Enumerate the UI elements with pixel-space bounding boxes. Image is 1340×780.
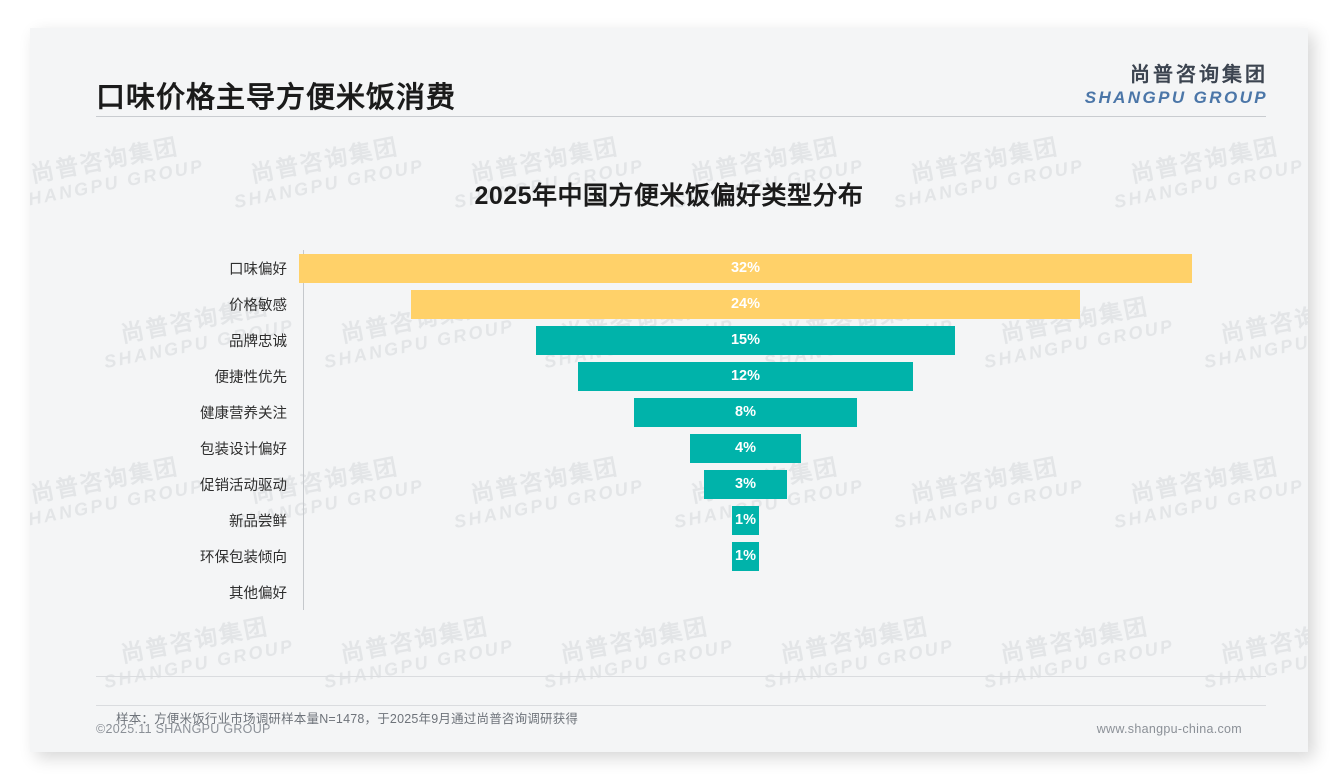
bar-track: 15% [295,322,1196,358]
funnel-bar[interactable]: 15% [536,325,955,355]
category-label: 便捷性优先 [214,369,288,386]
slide-header: 口味价格主导方便米饭消费 尚普咨询集团 SHANGPU GROUP [30,28,1308,120]
category-label: 促销活动驱动 [200,477,287,494]
bar-value-label: 32% [730,260,761,276]
bar-track: 3% [295,466,1196,502]
bar-track: 32% [295,250,1196,286]
bar-track: 12% [295,358,1196,394]
funnel-bar[interactable]: 1% [731,541,760,571]
bar-value-label: 15% [730,332,761,348]
category-label: 包装设计偏好 [200,441,287,458]
bar-track [295,574,1196,610]
bar-track: 4% [295,430,1196,466]
funnel-bar[interactable]: 4% [689,433,802,463]
bar-value-label: 1% [735,548,756,564]
brand-name-en: SHANGPU GROUP [1084,88,1268,107]
funnel-row: 环保包装倾向 1% [196,538,1196,574]
footer-divider [96,705,1266,706]
bar-value-label: 3% [735,476,756,492]
funnel-chart-plot: 口味偏好 32% 价格敏感 24% 品牌忠诚 15% 便捷性优先 12% 健康营养关注 8% 包装设… [196,250,1196,610]
copyright-text: ©2025.11 SHANGPU GROUP [96,722,271,736]
funnel-bar[interactable]: 8% [633,397,858,427]
category-label: 口味偏好 [229,261,287,278]
funnel-bar[interactable]: 1% [731,505,760,535]
brand-name-cn: 尚普咨询集团 [1130,64,1268,86]
funnel-bar[interactable]: 24% [410,289,1081,319]
funnel-row: 品牌忠诚 15% [196,322,1196,358]
funnel-row: 口味偏好 32% [196,250,1196,286]
funnel-row: 便捷性优先 12% [196,358,1196,394]
bar-value-label: 8% [735,404,756,420]
header-divider [96,116,1266,117]
chart-container: 2025年中国方便米饭偏好类型分布 口味偏好 32% 价格敏感 24% 品牌忠诚 15% 便… [30,120,1308,660]
chart-source-note: 样本：方便米饭行业市场调研样本量N=1478，于2025年9月通过尚普咨询调研获… [116,712,579,726]
category-label: 环保包装倾向 [200,549,287,566]
category-label: 新品尝鲜 [229,513,287,530]
category-label: 健康营养关注 [200,405,287,422]
footnote-divider [96,676,1266,677]
bar-value-label: 12% [730,368,761,384]
bar-track: 1% [295,502,1196,538]
chart-title: 2025年中国方便米饭偏好类型分布 [474,182,864,210]
website-link[interactable]: www.shangpu-china.com [1096,722,1242,736]
page-title: 口味价格主导方便米饭消费 [96,82,457,114]
funnel-row: 新品尝鲜 1% [196,502,1196,538]
slide-footer: ©2025.11 SHANGPU GROUP www.shangpu-china… [30,706,1308,752]
funnel-row: 促销活动驱动 3% [196,466,1196,502]
bar-value-label: 4% [735,440,756,456]
category-label: 品牌忠诚 [229,333,287,350]
chart-axis-line [303,250,304,610]
funnel-row: 健康营养关注 8% [196,394,1196,430]
category-label: 价格敏感 [229,297,287,314]
category-label: 其他偏好 [229,585,287,602]
slide-canvas: 尚普咨询集团 SHANGPU GROUP 尚普咨询集团 SHANGPU GROUP 尚普… [30,28,1308,752]
funnel-bar[interactable]: 32% [299,253,1192,283]
funnel-row: 其他偏好 [196,574,1196,610]
funnel-bar[interactable]: 12% [578,361,913,391]
brand-logo: 尚普咨询集团 SHANGPU GROUP [1085,64,1268,108]
bar-track: 8% [295,394,1196,430]
bar-track: 24% [295,286,1196,322]
bar-value-label: 24% [730,296,761,312]
funnel-bar[interactable]: 3% [703,469,788,499]
funnel-row: 价格敏感 24% [196,286,1196,322]
bar-track: 1% [295,538,1196,574]
funnel-row: 包装设计偏好 4% [196,430,1196,466]
bar-value-label: 1% [735,512,756,528]
